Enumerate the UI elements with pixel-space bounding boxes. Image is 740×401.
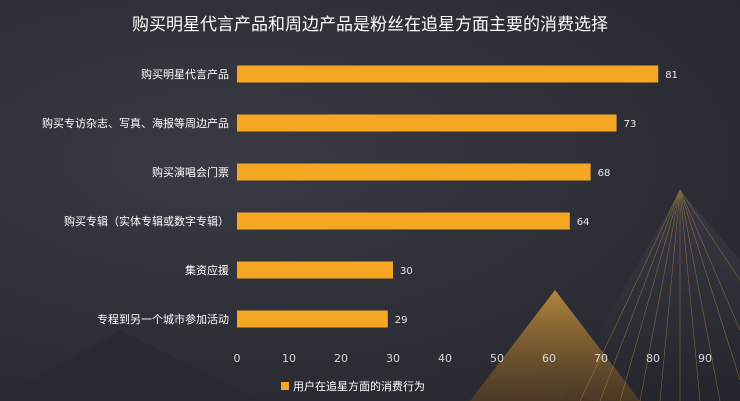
- bar: [237, 65, 659, 83]
- gold-line-fan: [579, 189, 740, 401]
- category-labels: 购买明星代言产品购买专访杂志、写真、海报等周边产品购买演唱会门票购买专辑（实体专…: [42, 67, 229, 326]
- value-labels: 81 73 68 64 30 29: [395, 70, 678, 326]
- bar-value-label: 73: [624, 119, 637, 130]
- chart-title: 购买明星代言产品和周边产品是粉丝在追星方面主要的消费选择: [132, 15, 608, 35]
- legend: 用户在追星方面的消费行为: [281, 379, 425, 393]
- category-label: 专程到另一个城市参加活动: [97, 312, 229, 326]
- category-label: 购买演唱会门票: [152, 165, 229, 179]
- bar: [237, 114, 617, 132]
- x-tick-label: 90: [698, 352, 712, 365]
- legend-swatch: [281, 382, 289, 390]
- category-label: 购买专访杂志、写真、海报等周边产品: [42, 116, 229, 130]
- bar: [237, 163, 591, 181]
- bar-value-label: 64: [577, 217, 590, 228]
- x-tick-label: 40: [438, 352, 452, 365]
- legend-label: 用户在追星方面的消费行为: [293, 379, 425, 393]
- x-tick-label: 50: [490, 352, 504, 365]
- dark-pyramid-left: [0, 330, 260, 401]
- category-label: 集资应援: [185, 263, 229, 277]
- bar-value-label: 68: [598, 168, 611, 179]
- x-axis-ticks: 0 10 20 30 40 50 60 70 80 90: [234, 352, 713, 365]
- x-tick-label: 70: [594, 352, 608, 365]
- x-tick-label: 10: [282, 352, 296, 365]
- x-tick-label: 60: [542, 352, 556, 365]
- gold-pyramid: [470, 290, 640, 401]
- x-tick-label: 0: [234, 352, 241, 365]
- bar: [237, 310, 388, 328]
- category-label: 购买专辑（实体专辑或数字专辑）: [64, 214, 229, 228]
- bar-value-label: 81: [665, 70, 678, 81]
- bars: [237, 65, 659, 328]
- bar-value-label: 29: [395, 315, 408, 326]
- bar: [237, 212, 570, 230]
- category-label: 购买明星代言产品: [141, 67, 229, 81]
- x-tick-label: 80: [646, 352, 660, 365]
- bar-value-label: 30: [400, 266, 413, 277]
- x-tick-label: 20: [334, 352, 348, 365]
- bar: [237, 261, 393, 279]
- x-tick-label: 30: [386, 352, 400, 365]
